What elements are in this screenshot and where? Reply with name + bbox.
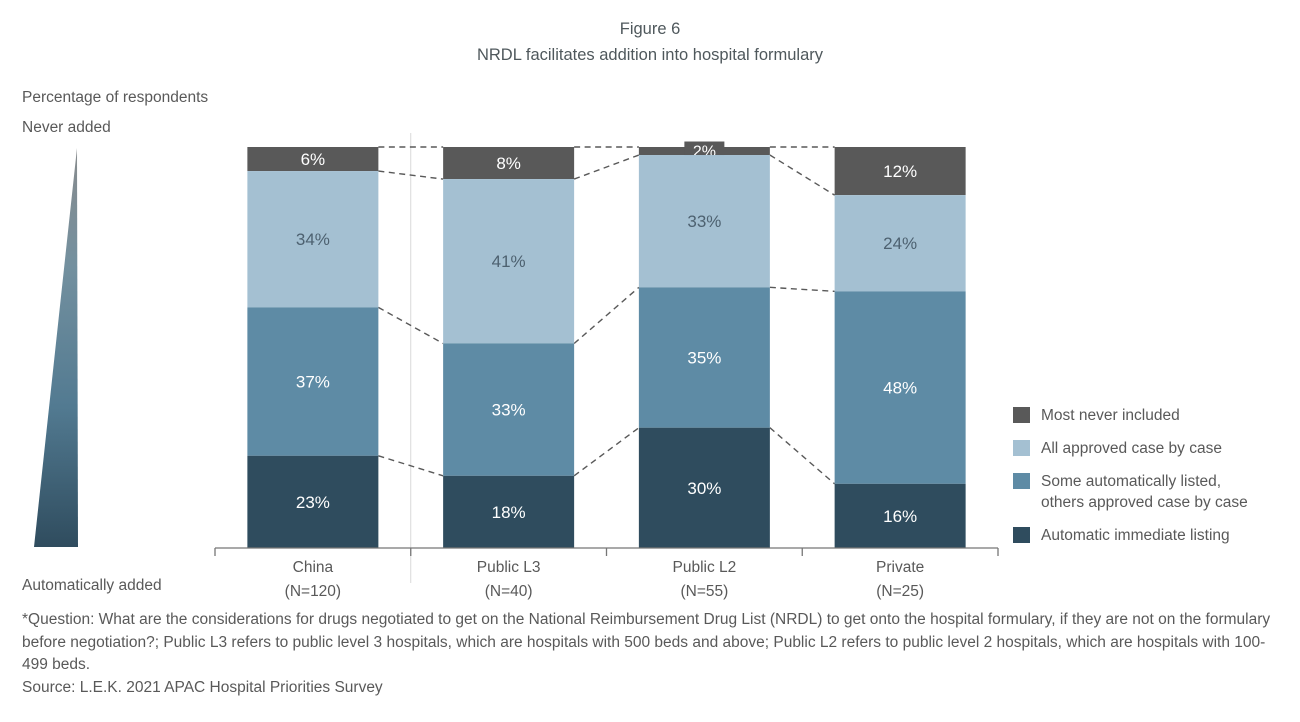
connector-line [378, 170, 444, 180]
category-n-label: (N=120) [285, 583, 341, 600]
footnote-text: *Question: What are the considerations f… [22, 611, 1271, 673]
category-label: Private [876, 559, 924, 576]
connector-line [573, 427, 640, 477]
bar-value-label: 6% [301, 150, 326, 169]
bar-segment [247, 455, 379, 548]
legend-label: Some automatically listed, others approv… [1041, 473, 1248, 511]
bar-segment [638, 155, 770, 288]
legend-item: Some automatically listed, others approv… [1013, 471, 1248, 513]
category-label: Public L3 [477, 559, 541, 576]
bar-value-label: 33% [492, 401, 526, 420]
bar-segment [247, 171, 379, 308]
category-n-label: (N=55) [680, 583, 728, 600]
category-label: Public L2 [672, 559, 736, 576]
legend-swatch [1013, 440, 1030, 456]
bar-segment [443, 147, 575, 180]
legend-swatch [1013, 473, 1030, 489]
bar-segment [638, 287, 770, 428]
wedge-bottom-label: Automatically added [22, 577, 162, 594]
connector-line [769, 427, 836, 485]
bar-segment [443, 179, 575, 344]
legend-swatch [1013, 407, 1030, 423]
legend-item: Most never included [1013, 405, 1248, 426]
bar-value-label: 8% [496, 154, 521, 173]
bar-segment [443, 475, 575, 548]
legend-swatch [1013, 527, 1030, 543]
legend-label: All approved case by case [1041, 440, 1222, 457]
bar-segment [443, 343, 575, 476]
bar-value-label: 12% [883, 162, 917, 181]
figure-title: Figure 6 NRDL facilitates addition into … [0, 16, 1300, 68]
bar-value-label: 35% [687, 348, 721, 367]
bar-value-label: 48% [883, 379, 917, 398]
bar-segment [834, 195, 966, 292]
bar-value-label: 24% [883, 234, 917, 253]
y-axis-title: Percentage of respondents [22, 89, 209, 106]
legend-label: Most never included [1041, 407, 1180, 424]
bar-segment [247, 307, 379, 456]
bar-value-label: 41% [492, 252, 526, 271]
bar-value-label: 16% [883, 507, 917, 526]
bar-segment [834, 483, 966, 548]
legend-item: All approved case by case [1013, 438, 1248, 459]
connector-line [378, 306, 444, 345]
bar-value-label: 18% [492, 503, 526, 522]
wedge-top-label: Never added [22, 119, 111, 136]
category-n-label: (N=40) [485, 583, 533, 600]
figure-subtitle: NRDL facilitates addition into hospital … [476, 46, 824, 64]
bar-value-label: 34% [296, 230, 330, 249]
connector-line [573, 154, 640, 180]
bar-segment [834, 147, 966, 196]
bar-segment [638, 427, 770, 548]
connector-line [769, 286, 835, 293]
connector-line [378, 455, 444, 477]
gradient-wedge-scale [34, 148, 78, 547]
connector-line [573, 286, 640, 345]
bar-segment [247, 147, 379, 172]
bar-segment [834, 291, 966, 484]
source-text: Source: L.E.K. 2021 APAC Hospital Priori… [22, 678, 383, 696]
category-n-label: (N=25) [876, 583, 924, 600]
legend-item: Automatic immediate listing [1013, 525, 1248, 546]
bar-value-label: 33% [687, 212, 721, 231]
figure-notes: *Question: What are the considerations f… [22, 609, 1284, 699]
bar-value-label: 30% [687, 479, 721, 498]
bar-value-label: 37% [296, 373, 330, 392]
category-label: China [293, 559, 334, 576]
legend-label: Automatic immediate listing [1041, 527, 1230, 544]
bar-value-label: 23% [296, 493, 330, 512]
connector-line [769, 154, 835, 196]
chart-legend: Most never included All approved case by … [1013, 405, 1248, 546]
figure-number: Figure 6 [619, 20, 681, 38]
